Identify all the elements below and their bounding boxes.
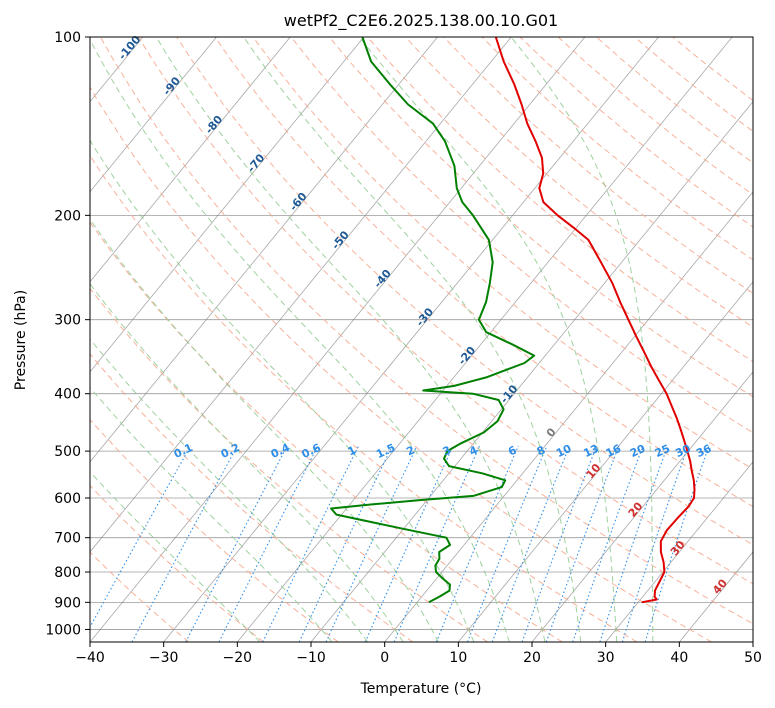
dry-adiabat-line	[90, 86, 712, 642]
dry-adiabat-line	[443, 37, 753, 294]
dry-adiabat-line	[367, 37, 753, 363]
moist-adiabat-line	[90, 139, 475, 642]
x-tick-label: 0	[380, 650, 389, 666]
grid-layer	[0, 37, 753, 642]
mixing-ratio-label: 30	[673, 442, 693, 460]
dry-adiabat-line	[99, 37, 753, 625]
mixing-ratio-line	[545, 445, 620, 642]
y-tick-label: 900	[54, 595, 81, 611]
mixing-ratio-label: 10	[554, 442, 574, 460]
isotherm-line	[237, 37, 733, 642]
y-tick-label: 100	[54, 30, 81, 46]
isotherm-line	[90, 37, 365, 373]
mixing-ratio-label: 25	[653, 442, 672, 460]
dry-adiabat-line	[252, 37, 753, 470]
isotherm-line	[752, 641, 753, 642]
x-tick-label: −20	[223, 650, 253, 666]
mixing-ratio-line	[393, 445, 481, 642]
dry-adiabat-line	[214, 37, 753, 508]
y-tick-label: 600	[54, 491, 81, 507]
isotherm-line	[90, 37, 291, 283]
x-tick-label: 40	[670, 650, 688, 666]
temperature-profile-line	[494, 37, 696, 604]
moist-adiabat-line	[90, 386, 333, 642]
isotherm-line	[163, 37, 659, 642]
series-layer	[330, 37, 696, 604]
dry-adiabat-line	[90, 154, 638, 642]
y-tick-label: 700	[54, 531, 81, 547]
moist-adiabat-line	[90, 218, 439, 642]
y-tick-label: 1000	[45, 622, 81, 638]
mixing-ratio-line	[521, 445, 598, 642]
x-axis-title: Temperature (°C)	[360, 681, 482, 697]
isotherm-line	[0, 37, 69, 642]
ticks-layer: −40 −30 −20 −10 0 10 20 30 40 50 100 200 300 400 500 60…	[45, 30, 762, 666]
mixing-ratio-line	[599, 445, 669, 642]
moist-adiabat-line	[243, 37, 582, 642]
mixing-ratio-line	[491, 445, 571, 642]
mixing-ratio-label: 36	[694, 442, 714, 460]
mixing-ratio-line	[644, 445, 710, 642]
dry-adiabat-line	[405, 37, 753, 328]
isotherm-line	[605, 461, 753, 642]
mixing-ratio-label: 13	[582, 442, 601, 460]
dry-adiabat-line	[138, 37, 753, 585]
mixing-ratio-label: 20	[628, 442, 648, 460]
isotherm-line	[384, 191, 753, 642]
plot-background	[90, 37, 753, 642]
isotherm-line	[90, 37, 438, 463]
isotherm-line	[90, 37, 586, 642]
y-tick-label: 200	[54, 208, 81, 224]
dewpoint-profile-line	[330, 37, 536, 604]
isotherm-line	[90, 37, 217, 193]
moist-adiabat-line	[90, 38, 510, 642]
dry-adiabat-line	[176, 37, 753, 546]
x-tick-label: 50	[744, 650, 762, 666]
mixing-ratio-line	[621, 445, 689, 642]
mixing-ratio-line	[218, 445, 319, 642]
mixing-ratio-line	[90, 445, 192, 629]
moist-adiabat-line	[90, 283, 404, 642]
moist-adiabat-line	[155, 37, 546, 642]
plot-frame	[89, 36, 754, 643]
x-tick-label: −10	[296, 650, 326, 666]
mixing-ratio-label: 16	[604, 442, 624, 460]
isotherm-line	[90, 37, 512, 553]
mixing-ratio-line	[572, 445, 644, 642]
dry-adiabat-line	[90, 418, 339, 642]
x-tick-label: −40	[75, 650, 105, 666]
x-tick-label: 20	[523, 650, 541, 666]
x-tick-label: −30	[149, 650, 179, 666]
y-tick-label: 800	[54, 565, 81, 581]
isotherm-line	[458, 281, 753, 642]
dry-adiabat-line	[90, 353, 414, 642]
isotherm-line	[310, 101, 753, 642]
isotherm-line	[531, 371, 753, 642]
x-tick-label: 10	[449, 650, 467, 666]
y-axis-title: Pressure (hPa)	[13, 290, 29, 390]
y-tick-label: 400	[54, 387, 81, 403]
y-tick-label: 500	[54, 444, 81, 460]
moist-adiabat-line	[90, 338, 369, 642]
chart-title: wetPf2_C2E6.2025.138.00.10.G01	[284, 11, 558, 31]
y-tick-label: 300	[54, 313, 81, 329]
mixing-ratio-line	[262, 445, 360, 642]
dry-adiabat-line	[90, 221, 563, 642]
dry-adiabat-line	[90, 551, 190, 642]
dry-adiabat-line	[90, 287, 488, 642]
mixing-ratio-line	[298, 445, 393, 642]
x-tick-label: 30	[597, 650, 615, 666]
